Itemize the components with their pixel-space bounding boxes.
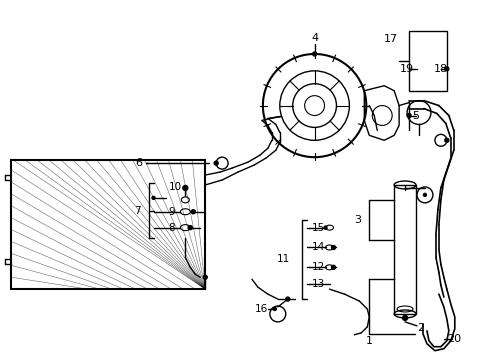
- Circle shape: [402, 315, 407, 320]
- Text: 13: 13: [311, 279, 324, 289]
- Text: 1: 1: [365, 336, 372, 346]
- Text: 16: 16: [254, 304, 267, 314]
- Text: 19: 19: [399, 64, 413, 74]
- Text: 17: 17: [383, 34, 397, 44]
- Text: 15: 15: [311, 222, 324, 233]
- Bar: [408, 31, 446, 91]
- Text: 3: 3: [353, 215, 360, 225]
- Text: 7: 7: [134, 206, 141, 216]
- Text: 14: 14: [311, 243, 324, 252]
- Text: 9: 9: [168, 207, 175, 217]
- Bar: [393, 185, 415, 314]
- Text: 11: 11: [276, 255, 289, 264]
- Circle shape: [331, 246, 335, 249]
- Circle shape: [203, 275, 207, 279]
- Circle shape: [188, 226, 192, 230]
- Circle shape: [183, 185, 187, 190]
- Circle shape: [312, 52, 316, 56]
- Text: 10: 10: [168, 182, 181, 192]
- Circle shape: [273, 307, 276, 310]
- Text: 5: 5: [412, 111, 419, 121]
- Circle shape: [152, 196, 155, 199]
- Circle shape: [444, 67, 448, 71]
- Circle shape: [331, 265, 335, 269]
- Text: 18: 18: [433, 64, 447, 74]
- Bar: [11, 160, 205, 289]
- Circle shape: [406, 113, 410, 117]
- Text: 12: 12: [311, 262, 324, 272]
- Text: 4: 4: [310, 33, 318, 43]
- Text: 2: 2: [417, 323, 424, 333]
- Text: 6: 6: [135, 158, 142, 168]
- Text: 20: 20: [446, 334, 460, 344]
- Circle shape: [444, 138, 448, 142]
- Circle shape: [285, 297, 289, 301]
- Circle shape: [191, 210, 195, 214]
- Circle shape: [214, 161, 218, 165]
- Text: 8: 8: [168, 222, 175, 233]
- Circle shape: [423, 193, 426, 196]
- Circle shape: [324, 226, 326, 229]
